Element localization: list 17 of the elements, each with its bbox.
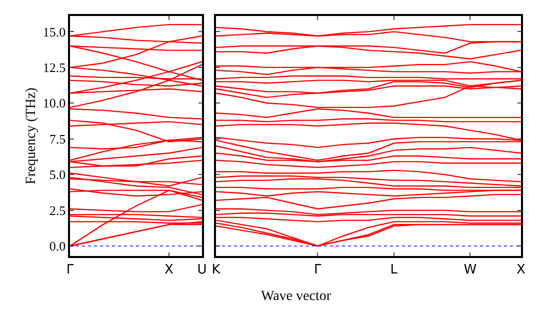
- y-tick-label: 15.0: [42, 24, 66, 40]
- y-tick-label: 12.5: [42, 60, 66, 75]
- y-tick-label: 5.0: [49, 167, 66, 182]
- y-tick-label: 7.5: [49, 131, 66, 146]
- y-axis-title: Frequency (THz): [24, 87, 39, 184]
- x-tick-label: W: [464, 262, 477, 278]
- x-tick-label: K: [212, 262, 221, 278]
- x-axis-title: Wave vector: [261, 289, 332, 304]
- y-tick-label: 2.5: [49, 202, 66, 218]
- y-tick-label: 0.0: [49, 238, 66, 254]
- x-tick-label: X: [164, 262, 174, 278]
- x-tick-label: X: [516, 262, 526, 278]
- x-tick-label: U: [197, 262, 207, 278]
- x-tick-label: Γ: [66, 262, 74, 278]
- y-tick-label: 10.0: [42, 96, 66, 111]
- x-tick-label: Γ: [314, 262, 322, 278]
- x-tick-label: L: [390, 262, 398, 278]
